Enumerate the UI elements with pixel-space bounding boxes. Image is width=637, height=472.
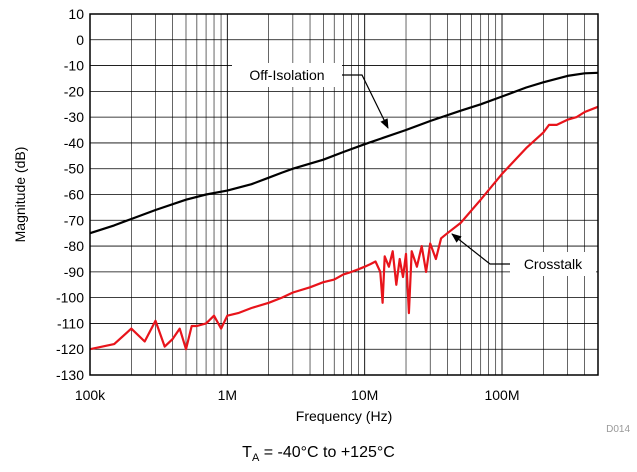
condition-suffix: = -40°C to +125°C bbox=[259, 444, 395, 461]
y-tick-label: -100 bbox=[56, 290, 84, 306]
figure-id: D014 bbox=[606, 424, 630, 435]
x-axis-label: Frequency (Hz) bbox=[296, 408, 392, 424]
x-tick-label: 100k bbox=[75, 387, 106, 403]
off-isolation-label: Off-Isolation bbox=[249, 67, 324, 83]
annotations: Off-Isolation Crosstalk bbox=[232, 63, 596, 276]
y-tick-label: -20 bbox=[64, 83, 84, 99]
y-tick-label: -30 bbox=[64, 109, 84, 125]
y-tick-label: -60 bbox=[64, 187, 84, 203]
condition-prefix: T bbox=[242, 444, 252, 461]
x-tick-label: 1M bbox=[218, 387, 237, 403]
temperature-condition: TA = -40°C to +125°C bbox=[0, 444, 637, 464]
grid bbox=[90, 14, 598, 375]
y-axis-label: Magnitude (dB) bbox=[12, 147, 28, 243]
y-tick-label: -90 bbox=[64, 264, 84, 280]
y-tick-label: -80 bbox=[64, 238, 84, 254]
y-tick-label: -40 bbox=[64, 135, 84, 151]
y-tick-label: -120 bbox=[56, 341, 84, 357]
y-tick-label: -50 bbox=[64, 161, 84, 177]
y-tick-label: -110 bbox=[57, 315, 84, 331]
x-tick-label: 10M bbox=[351, 387, 378, 403]
x-tick-label: 100M bbox=[484, 387, 519, 403]
y-tick-label: 10 bbox=[68, 6, 84, 22]
crosstalk-label: Crosstalk bbox=[524, 256, 583, 272]
y-tick-label: -130 bbox=[56, 367, 84, 383]
series bbox=[90, 73, 598, 349]
y-tick-label: -10 bbox=[64, 58, 84, 74]
y-tick-label: 0 bbox=[76, 32, 84, 48]
y-tick-label: -70 bbox=[64, 212, 84, 228]
